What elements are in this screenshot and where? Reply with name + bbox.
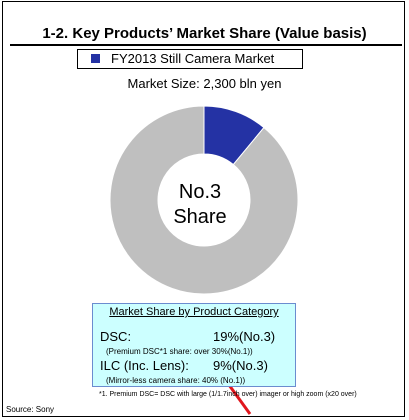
center-label: No.3 Share [140, 180, 260, 230]
legend-label: FY2013 Still Camera Market [111, 51, 275, 66]
market-size-subtitle: Market Size: 2,300 bln yen [127, 76, 282, 91]
center-label-rank: No.3 [178, 181, 222, 203]
footnote: *1. Premium DSC= DSC with large (1/1.7in… [99, 391, 357, 398]
slide-frame [2, 1, 405, 417]
ilc-share-value: 9%(No.3) [213, 358, 268, 373]
ilc-note: (Mirror-less camera share: 40% (No.1)) [106, 376, 246, 385]
dsc-label: DSC: [100, 329, 132, 344]
source-label: Source: Sony [6, 405, 55, 414]
legend: FY2013 Still Camera Market [77, 49, 303, 69]
slide-title: 1-2. Key Products’ Market Share (Value b… [42, 25, 367, 42]
donut-slices [109, 105, 299, 295]
share-box-title: Market Share by Product Category [109, 306, 279, 318]
legend-swatch [91, 54, 100, 63]
dsc-share-value: 19%(No.3) [213, 329, 276, 344]
center-label-share: Share [173, 206, 227, 228]
title-rule [10, 44, 402, 46]
ilc-label: ILC (Inc. Lens): [100, 358, 189, 373]
dsc-note: (Premium DSC*1 share: over 30%(No.1)) [106, 347, 253, 356]
rest-of-market-slice [109, 105, 299, 295]
share-by-category-box: Market Share by Product Category DSC: 19… [92, 303, 296, 387]
